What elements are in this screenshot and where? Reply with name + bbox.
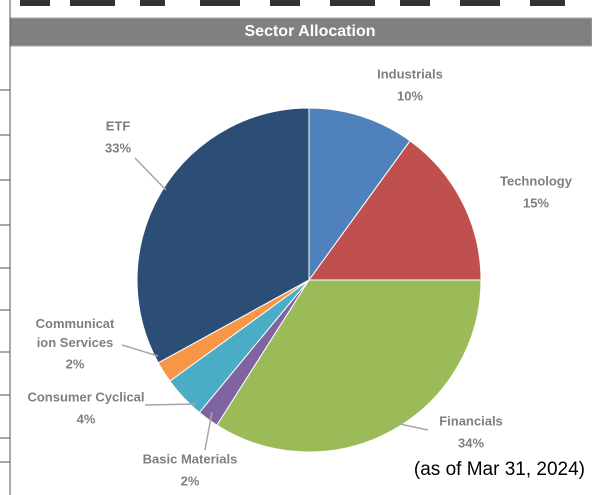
leader-line (144, 403, 197, 406)
pie-slice (136, 107, 310, 364)
value-label: 34% (458, 435, 484, 450)
annotation: (as of Mar 31, 2024) (414, 459, 585, 480)
leader-line (399, 423, 429, 431)
value-label: 2% (66, 356, 85, 371)
chart-title: Sector Allocation (245, 23, 376, 40)
category-label: Technology (500, 173, 573, 188)
category-label: Financials (439, 413, 503, 428)
top-strip (20, 0, 565, 6)
pie-slice (308, 140, 482, 281)
value-label: 33% (105, 140, 131, 155)
category-label: Communicat ion Services (36, 316, 115, 350)
value-label: 10% (397, 88, 423, 103)
pie-slice (308, 107, 411, 282)
category-label: Industrials (377, 66, 443, 81)
category-label: Basic Materials (143, 451, 238, 466)
category-label: Consumer Cyclical (27, 389, 144, 404)
leader-line (134, 157, 167, 191)
category-label: ETF (106, 118, 131, 133)
pie-slice (216, 279, 482, 453)
value-label: 2% (181, 473, 200, 488)
value-label: 4% (77, 411, 96, 426)
leader-line (204, 411, 213, 451)
leader-line (121, 344, 159, 357)
value-label: 15% (523, 195, 549, 210)
